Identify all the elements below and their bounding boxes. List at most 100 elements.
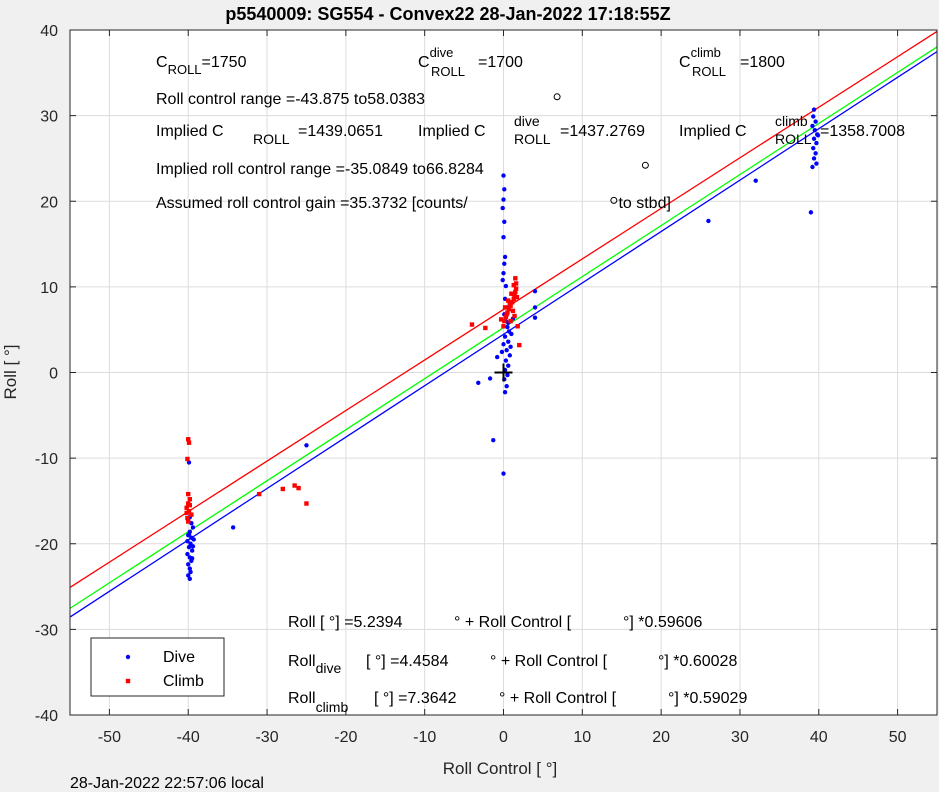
c-roll-dive-annotation: Cdive ROLL=1700	[418, 45, 523, 79]
dive-point	[504, 348, 509, 353]
dive-point	[185, 551, 190, 557]
dive-point	[532, 315, 538, 320]
dive-point	[504, 384, 509, 389]
dive-point	[532, 305, 538, 310]
legend: Dive Climb	[90, 637, 225, 697]
c-roll-annotation: CROLL=1750	[156, 54, 247, 77]
dive-point	[186, 544, 192, 550]
implied-c-roll-climb: Implied Cclimb ROLL =1358.7008	[679, 113, 905, 147]
dive-point	[185, 538, 190, 544]
climb-point	[296, 485, 301, 491]
dive-point	[505, 324, 510, 330]
circle-marker	[641, 161, 649, 169]
dive-point	[811, 145, 816, 151]
dive-point	[505, 372, 510, 378]
climb-point	[509, 291, 514, 296]
y-tick-label: -30	[35, 622, 58, 639]
climb-point	[512, 313, 517, 319]
climb-point	[186, 509, 192, 514]
climb-point	[185, 456, 190, 462]
climb-point	[517, 342, 522, 348]
x-tick-label: -50	[98, 729, 121, 746]
dive-point	[813, 151, 818, 156]
dive-point	[501, 270, 506, 276]
annotations: CROLL=1750 Cdive ROLL=1700 Cclimb ROLL=180…	[156, 45, 905, 715]
y-tick-label: -40	[35, 708, 58, 725]
y-tick-label: 10	[40, 280, 58, 297]
climb-point	[186, 437, 191, 442]
dive-point	[508, 344, 513, 350]
climb-point	[483, 325, 488, 331]
fit-line-dive	[70, 51, 937, 618]
y-axis-label: Roll [ °]	[1, 345, 20, 400]
climb-point	[186, 440, 192, 445]
dive-point	[501, 197, 506, 202]
y-tick-label: -20	[35, 537, 58, 554]
y-tick-label: 40	[40, 23, 58, 40]
climb-point	[187, 497, 193, 502]
dive-point	[706, 218, 711, 224]
dive-point	[808, 210, 814, 215]
dive-point	[503, 358, 509, 363]
climb-point	[508, 318, 513, 324]
dive-point	[186, 573, 191, 578]
circle-marker	[610, 196, 618, 204]
dive-point	[502, 187, 507, 192]
climb-point	[513, 276, 518, 281]
dive-point	[186, 562, 191, 567]
climb-point	[507, 301, 513, 307]
assumed-gain: Assumed roll control gain =35.3732 [coun…	[156, 195, 671, 212]
dive-point	[501, 235, 506, 240]
dive-point	[509, 331, 514, 337]
dive-point	[501, 471, 506, 476]
climb-point	[186, 519, 191, 524]
implied-c-roll-dive: Implied Cdive ROLL =1437.2769	[418, 113, 645, 147]
y-tick-label: 20	[40, 194, 58, 211]
x-tick-label: 0	[499, 729, 508, 746]
x-tick-label: 30	[731, 729, 749, 746]
dive-point	[503, 283, 509, 289]
data-points	[184, 107, 821, 582]
y-ticks: -40 -30 -20 -10 0 10 20 30 40	[35, 23, 937, 725]
x-tick-label: 40	[810, 729, 828, 746]
dive-point	[532, 288, 538, 294]
dive-point	[499, 349, 505, 355]
dive-point	[186, 460, 192, 465]
dive-point	[476, 380, 481, 385]
dive-point	[813, 119, 818, 124]
x-tick-label: -20	[334, 729, 357, 746]
dive-point	[500, 277, 505, 283]
dive-point	[811, 136, 817, 141]
dive-point	[810, 164, 815, 170]
equation-dive: Rolldive[ °] =4.4584 ° + Roll Control [°]…	[288, 653, 737, 676]
climb-point	[280, 486, 286, 492]
dive-point	[811, 107, 817, 112]
x-ticks: -50 -40 -30 -20 -10 0 10 20 30 40 50	[98, 30, 907, 746]
dive-point	[494, 354, 500, 360]
y-tick-label: -10	[35, 451, 58, 468]
dive-point	[507, 353, 513, 358]
climb-point	[509, 300, 515, 305]
dive-point	[487, 376, 493, 381]
dive-point	[491, 437, 496, 443]
x-tick-label: 20	[652, 729, 670, 746]
dive-point	[502, 334, 508, 339]
climb-point	[515, 324, 520, 329]
implied-c-roll: Implied C ROLL =1439.0651	[156, 123, 383, 147]
dive-point	[506, 363, 511, 368]
climb-point	[513, 289, 518, 295]
climb-point	[513, 286, 519, 291]
dive-point	[187, 566, 193, 571]
series-climb	[184, 276, 522, 524]
climb-point	[184, 505, 189, 510]
equation-combined: Roll [ °] =5.2394 ° + Roll Control [°] *0…	[288, 614, 702, 631]
equation-climb: Rollclimb[ °] =7.3642 ° + Roll Control [°…	[288, 690, 747, 715]
climb-point	[256, 491, 262, 497]
legend-dive-marker	[125, 654, 131, 660]
dive-point	[188, 569, 193, 575]
climb-point	[186, 491, 191, 497]
dive-point	[815, 133, 821, 138]
dive-point	[190, 525, 196, 530]
x-axis-label: Roll Control [ °]	[443, 759, 558, 778]
